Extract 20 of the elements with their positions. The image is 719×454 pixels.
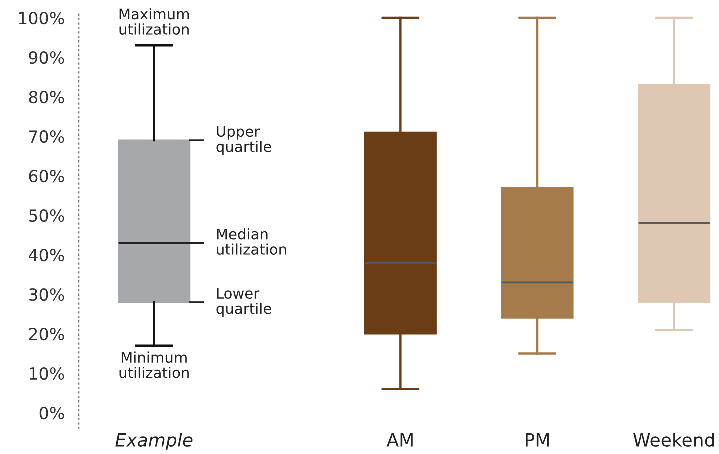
y-tick-label: 60% [29, 170, 64, 183]
x-tick-label: AM [386, 434, 413, 447]
y-tick-label: 100% [19, 12, 64, 25]
x-tick-label: PM [526, 434, 549, 447]
annotation: Upper quartile [216, 126, 272, 156]
annotation: Lower quartile [216, 288, 272, 318]
y-tick-label: 90% [29, 51, 64, 64]
y-tick-label: 80% [29, 90, 64, 104]
y-tick-label: 10% [30, 367, 64, 380]
annotation: Minimum utilization [120, 352, 189, 378]
y-tick-label: 0% [40, 406, 64, 420]
annotation: Maximum utilization [120, 8, 190, 35]
annotation: Median utilization [217, 228, 286, 256]
y-tick-label: 50% [29, 209, 64, 222]
x-tick-label: Weekend [634, 432, 714, 447]
y-tick-label: 70% [30, 130, 64, 144]
y-tick-label: 20% [29, 328, 64, 341]
y-tick-label: 40% [28, 248, 64, 262]
x-tick-label: Example [116, 432, 193, 450]
y-tick-label: 30% [29, 288, 64, 302]
